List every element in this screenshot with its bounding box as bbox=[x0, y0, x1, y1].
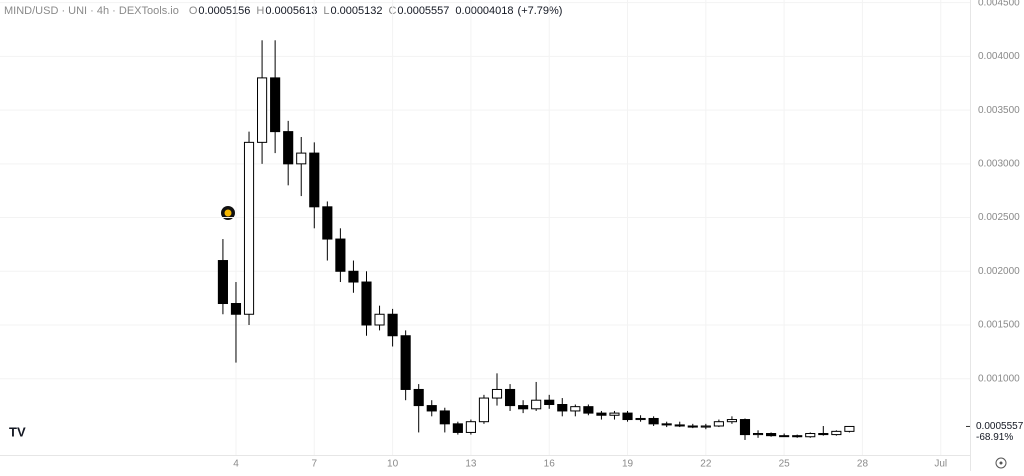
x-tick-label: 16 bbox=[544, 459, 556, 470]
candle-body bbox=[387, 313, 398, 337]
ohlc-label: O bbox=[189, 5, 198, 17]
candle-body bbox=[596, 412, 607, 416]
x-tick-label: 25 bbox=[779, 459, 791, 470]
candle-body bbox=[635, 417, 646, 421]
candle-body bbox=[426, 405, 437, 412]
candle-body bbox=[283, 131, 294, 165]
y-tick-label: 0.001000 bbox=[978, 373, 1020, 384]
x-tick-label: 4 bbox=[233, 459, 239, 470]
candle-body bbox=[700, 425, 711, 428]
y-tick-label: 0.003000 bbox=[978, 158, 1020, 169]
candle-body bbox=[465, 421, 476, 433]
candle-body bbox=[413, 388, 424, 407]
candle-body bbox=[230, 303, 242, 315]
chart-title: MIND/USD · UNI · 4h · DEXTools.io bbox=[4, 5, 179, 17]
settings-button[interactable] bbox=[995, 457, 1007, 469]
logo-mark: TV bbox=[9, 424, 26, 439]
settings-icon-center bbox=[999, 461, 1003, 465]
y-tick-label: 0.004000 bbox=[978, 51, 1020, 62]
ohlc-value: 0.0005557 bbox=[397, 5, 449, 17]
candle-body bbox=[766, 433, 777, 437]
candle-body bbox=[361, 281, 372, 326]
candle-body bbox=[831, 430, 842, 436]
ohlc-value: 0.0005156 bbox=[198, 5, 250, 17]
candle-body bbox=[439, 410, 450, 425]
candle-body bbox=[452, 423, 463, 433]
candle-body bbox=[518, 405, 529, 410]
y-tick-label: 0.002500 bbox=[978, 212, 1020, 223]
x-tick-label: 10 bbox=[387, 459, 399, 470]
candle-body bbox=[844, 425, 855, 432]
candle-body bbox=[544, 399, 555, 406]
y-tick-label: 0.001500 bbox=[978, 320, 1020, 331]
last-change: -68.91% bbox=[976, 432, 1013, 443]
candle-body bbox=[609, 412, 620, 416]
candle-body bbox=[296, 152, 307, 165]
candle-body bbox=[243, 141, 255, 315]
change-value: 0.00004018 bbox=[455, 5, 513, 17]
x-tick-label: 19 bbox=[622, 459, 634, 470]
ohlc-value: 0.0005132 bbox=[330, 5, 382, 17]
ohlc-label: H bbox=[256, 5, 264, 17]
y-tick-label: 0.002000 bbox=[978, 266, 1020, 277]
candle-body bbox=[805, 433, 816, 438]
candle-body bbox=[531, 399, 542, 410]
last-price: 0.0005557 bbox=[976, 421, 1024, 432]
y-tick-label: 0.003500 bbox=[978, 105, 1020, 116]
candle-body bbox=[348, 270, 359, 283]
candle-body bbox=[648, 417, 659, 425]
last-price-box bbox=[971, 419, 1024, 444]
x-tick-label: Jul bbox=[934, 459, 947, 470]
candle-body bbox=[400, 335, 411, 390]
candle-body bbox=[622, 412, 633, 421]
candle-body bbox=[739, 419, 751, 436]
candle-body bbox=[504, 388, 516, 407]
x-tick-label: 28 bbox=[857, 459, 869, 470]
x-tick-label: 22 bbox=[700, 459, 712, 470]
settings-icon bbox=[995, 457, 1007, 469]
candle-body bbox=[687, 425, 698, 428]
candle-body bbox=[257, 77, 268, 143]
candle-body bbox=[726, 419, 738, 423]
candle-body bbox=[570, 406, 581, 412]
x-tick-label: 7 bbox=[312, 459, 318, 470]
event-marker-dot bbox=[224, 209, 232, 217]
candle-body bbox=[557, 404, 568, 412]
candle-body bbox=[779, 435, 790, 438]
change-percent: (+7.79%) bbox=[518, 5, 563, 17]
ohlc-value: 0.0005613 bbox=[265, 5, 317, 17]
candle-body bbox=[309, 152, 320, 208]
tradingview-logo: TV bbox=[9, 424, 26, 439]
header: MIND/USD · UNI · 4h · DEXTools.io O 0.000… bbox=[4, 5, 562, 17]
candle-body bbox=[713, 421, 724, 427]
x-tick-label: 13 bbox=[465, 459, 477, 470]
candle-body bbox=[818, 433, 829, 436]
candle-body bbox=[335, 238, 346, 272]
candle-body bbox=[217, 260, 228, 305]
ohlc-label: L bbox=[323, 5, 329, 17]
candle-body bbox=[478, 397, 490, 423]
candle-body bbox=[674, 424, 685, 427]
candle-body bbox=[374, 313, 385, 326]
candle-body bbox=[270, 77, 281, 133]
candle-body bbox=[661, 423, 672, 426]
candle-body bbox=[792, 435, 803, 438]
candle-body bbox=[752, 433, 764, 436]
y-tick-label: 0.004500 bbox=[978, 0, 1020, 8]
candle-body bbox=[491, 388, 503, 399]
candle-body bbox=[322, 206, 333, 240]
candle-body bbox=[583, 406, 594, 414]
